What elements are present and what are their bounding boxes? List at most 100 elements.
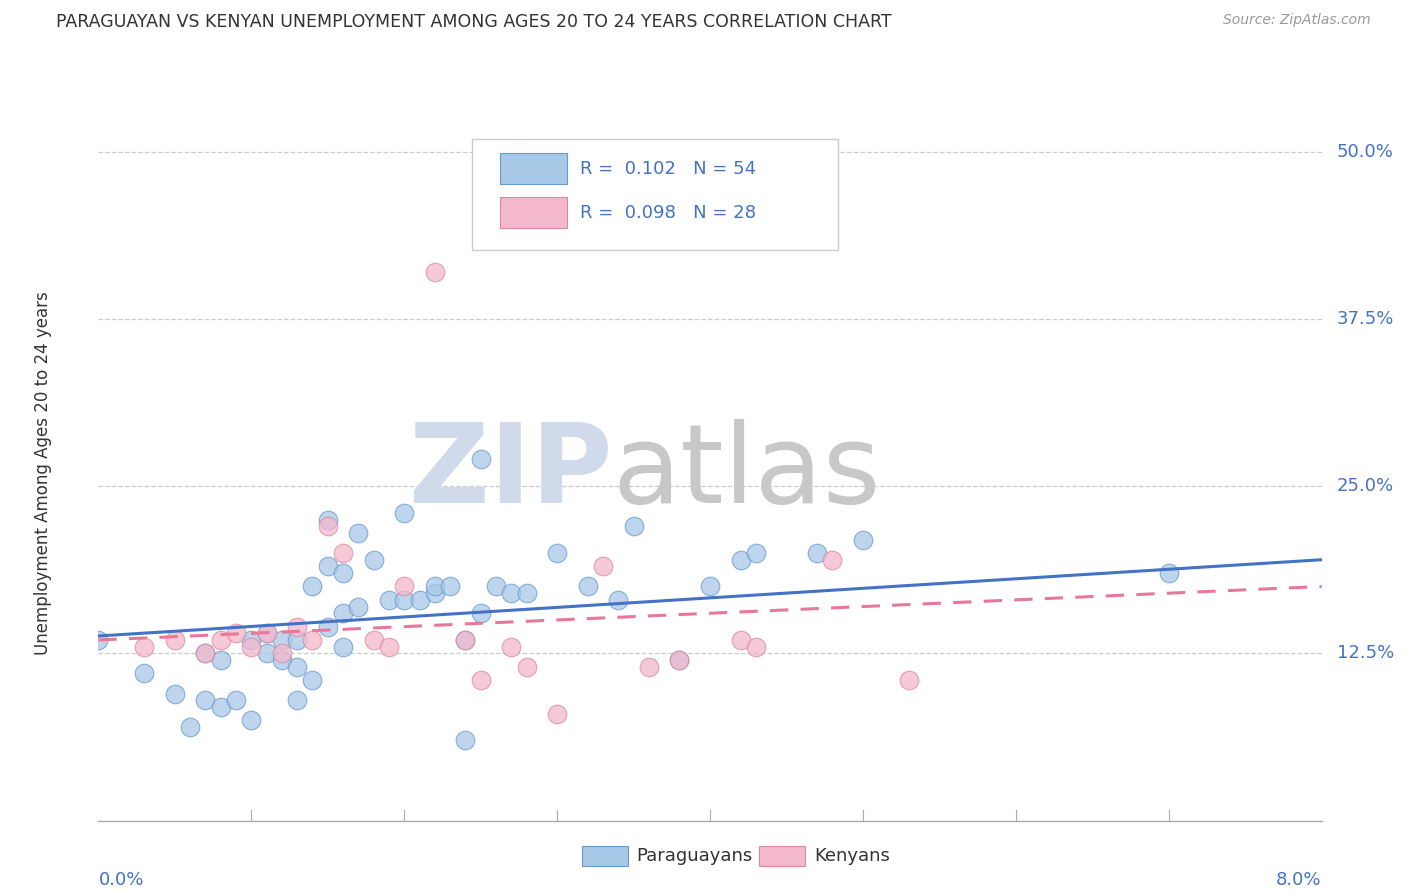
Text: Unemployment Among Ages 20 to 24 years: Unemployment Among Ages 20 to 24 years — [34, 291, 52, 655]
Point — [209, 653, 232, 667]
Point — [852, 533, 875, 547]
Point — [240, 640, 263, 654]
Point — [363, 633, 385, 648]
Point — [285, 633, 308, 648]
Point — [516, 660, 538, 674]
Point — [347, 526, 370, 541]
Point — [516, 586, 538, 600]
Point — [256, 626, 278, 640]
Point — [179, 720, 201, 734]
Point — [134, 640, 156, 654]
Point — [225, 626, 247, 640]
Point — [392, 592, 416, 607]
Point — [392, 506, 416, 520]
Point — [378, 592, 401, 607]
Point — [423, 586, 446, 600]
Point — [225, 693, 247, 707]
Point — [501, 586, 523, 600]
Text: 37.5%: 37.5% — [1337, 310, 1395, 328]
Text: atlas: atlas — [612, 419, 880, 526]
FancyBboxPatch shape — [471, 139, 838, 250]
Point — [270, 646, 294, 660]
Point — [240, 714, 263, 728]
Point — [270, 653, 294, 667]
Text: Paraguayans: Paraguayans — [637, 847, 752, 865]
Point — [392, 580, 416, 594]
Point — [316, 519, 339, 533]
Text: ZIP: ZIP — [409, 419, 612, 526]
Point — [637, 660, 661, 674]
Point — [730, 633, 752, 648]
Text: R =  0.102   N = 54: R = 0.102 N = 54 — [581, 160, 756, 178]
Point — [470, 452, 492, 467]
Point — [454, 733, 477, 747]
FancyBboxPatch shape — [499, 196, 567, 227]
Point — [301, 580, 323, 594]
Point — [209, 633, 232, 648]
Point — [668, 653, 690, 667]
Point — [454, 633, 477, 648]
Point — [745, 640, 768, 654]
Point — [546, 546, 568, 560]
Point — [668, 653, 690, 667]
Point — [256, 646, 278, 660]
Point — [576, 580, 599, 594]
Point — [332, 640, 354, 654]
FancyBboxPatch shape — [582, 847, 628, 866]
Point — [408, 592, 430, 607]
Point — [301, 673, 323, 688]
Point — [256, 626, 278, 640]
Point — [592, 559, 614, 574]
Text: PARAGUAYAN VS KENYAN UNEMPLOYMENT AMONG AGES 20 TO 24 YEARS CORRELATION CHART: PARAGUAYAN VS KENYAN UNEMPLOYMENT AMONG … — [56, 13, 891, 31]
Point — [439, 580, 461, 594]
Point — [316, 620, 339, 634]
Point — [821, 552, 844, 567]
Point — [270, 633, 294, 648]
Point — [546, 706, 568, 721]
Point — [470, 607, 492, 621]
Text: 50.0%: 50.0% — [1337, 143, 1393, 161]
Point — [163, 687, 186, 701]
Point — [423, 580, 446, 594]
Point — [470, 673, 492, 688]
Text: 8.0%: 8.0% — [1277, 871, 1322, 889]
Point — [1157, 566, 1180, 581]
Point — [285, 660, 308, 674]
FancyBboxPatch shape — [499, 153, 567, 184]
Point — [378, 640, 401, 654]
Point — [194, 646, 217, 660]
Text: Source: ZipAtlas.com: Source: ZipAtlas.com — [1223, 13, 1371, 28]
Point — [485, 580, 508, 594]
Point — [806, 546, 828, 560]
Point — [285, 620, 308, 634]
Point — [316, 512, 339, 526]
Point — [87, 633, 110, 648]
Text: 0.0%: 0.0% — [98, 871, 143, 889]
Point — [332, 546, 354, 560]
Point — [285, 693, 308, 707]
Point — [623, 519, 645, 533]
Point — [316, 559, 339, 574]
Point — [745, 546, 768, 560]
Text: Kenyans: Kenyans — [814, 847, 890, 865]
Point — [730, 552, 752, 567]
Point — [163, 633, 186, 648]
Point — [699, 580, 721, 594]
Point — [423, 265, 446, 279]
Point — [301, 633, 323, 648]
Point — [607, 592, 630, 607]
Point — [194, 693, 217, 707]
Point — [134, 666, 156, 681]
Point — [454, 633, 477, 648]
Point — [332, 607, 354, 621]
Point — [194, 646, 217, 660]
Point — [347, 599, 370, 614]
Text: 12.5%: 12.5% — [1337, 644, 1395, 663]
Point — [209, 699, 232, 714]
FancyBboxPatch shape — [759, 847, 806, 866]
Point — [363, 552, 385, 567]
Point — [332, 566, 354, 581]
Point — [240, 633, 263, 648]
Point — [501, 640, 523, 654]
Text: 25.0%: 25.0% — [1337, 477, 1395, 495]
